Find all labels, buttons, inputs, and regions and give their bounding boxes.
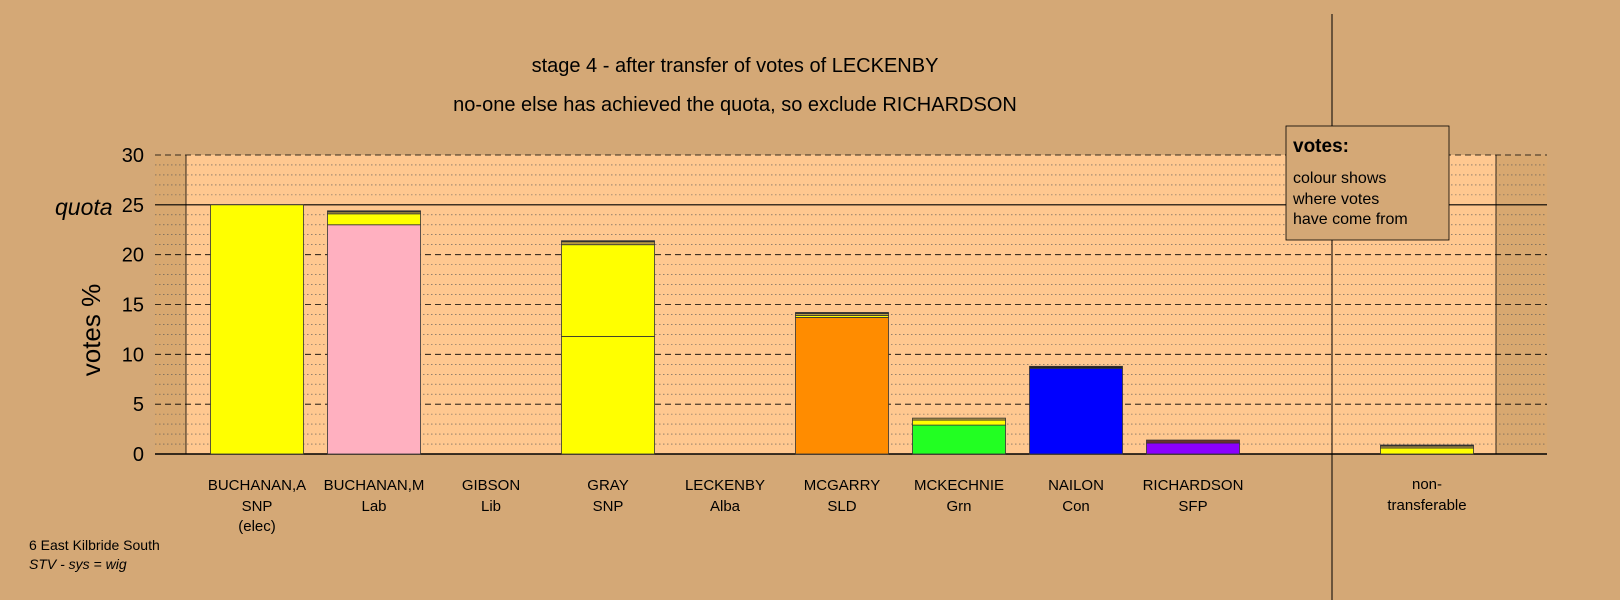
bar-mcgarry bbox=[795, 312, 889, 455]
bars bbox=[210, 204, 1474, 455]
chart-title: stage 4 - after transfer of votes of LEC… bbox=[532, 55, 939, 77]
candidate-name: RICHARDSON bbox=[1143, 477, 1244, 494]
nontransferable-label: non- bbox=[1412, 476, 1442, 493]
candidate-name: MCGARRY bbox=[804, 477, 880, 494]
bar-segment bbox=[561, 240, 655, 243]
y-tick-label: 10 bbox=[122, 344, 144, 366]
bar-gray bbox=[561, 240, 655, 455]
candidate-party: Grn bbox=[946, 498, 971, 515]
candidate-name: NAILON bbox=[1048, 477, 1104, 494]
candidate-name: MCKECHNIE bbox=[914, 477, 1004, 494]
legend-line: have come from bbox=[1293, 211, 1408, 228]
y-tick-label: 5 bbox=[133, 394, 144, 416]
quota-label: quota bbox=[55, 194, 113, 220]
bar-mckechnie bbox=[912, 417, 1006, 455]
candidate-party: SLD bbox=[827, 498, 856, 515]
y-tick-label: 20 bbox=[122, 245, 144, 267]
legend: votes: colour shows where votes have com… bbox=[1285, 125, 1450, 241]
y-tick-label: 0 bbox=[133, 444, 144, 466]
legend-line: colour shows bbox=[1293, 170, 1386, 187]
x-axis-labels: BUCHANAN,A SNP (elec) BUCHANAN,M Lab GIBSON Li… bbox=[208, 476, 1467, 535]
bar-segment bbox=[795, 312, 889, 314]
candidate-status: (elec) bbox=[238, 518, 276, 535]
candidate-party: Alba bbox=[710, 498, 741, 515]
candidate-name: GIBSON bbox=[462, 477, 520, 494]
bar-buchanan-a bbox=[210, 204, 304, 455]
y-tick-label: 25 bbox=[122, 195, 144, 217]
bar-segment bbox=[1029, 365, 1123, 369]
bar-nontransferable bbox=[1380, 444, 1474, 455]
bar-segment bbox=[912, 424, 1006, 455]
candidate-party: SFP bbox=[1178, 498, 1207, 515]
y-axis-title: votes % bbox=[76, 284, 106, 377]
bar-richardson bbox=[1146, 439, 1240, 455]
candidate-name: LECKENBY bbox=[685, 477, 765, 494]
y-tick-label: 30 bbox=[122, 145, 144, 167]
bar-segment bbox=[1029, 367, 1123, 455]
bar-segment bbox=[795, 317, 889, 455]
candidate-name: BUCHANAN,M bbox=[324, 477, 425, 494]
candidate-party: Con bbox=[1062, 498, 1090, 515]
bar-segment bbox=[561, 244, 655, 337]
bar-segment bbox=[561, 335, 655, 455]
legend-line: where votes bbox=[1292, 191, 1379, 208]
bar-segment bbox=[1146, 442, 1240, 455]
candidate-name: BUCHANAN,A bbox=[208, 477, 306, 494]
candidate-party: SNP bbox=[242, 498, 273, 515]
bar-nailon bbox=[1029, 365, 1123, 455]
chart-subtitle: no-one else has achieved the quota, so e… bbox=[453, 94, 1017, 116]
candidate-party: Lib bbox=[481, 498, 501, 515]
candidate-party: Lab bbox=[361, 498, 386, 515]
bar-buchanan-m bbox=[327, 210, 421, 455]
y-tick-label: 15 bbox=[122, 295, 144, 317]
bar-segment bbox=[210, 204, 304, 455]
bar-segment bbox=[561, 241, 655, 246]
bar-segment bbox=[327, 210, 421, 213]
bar-segment bbox=[1380, 447, 1474, 455]
bar-segment bbox=[1146, 439, 1240, 444]
system-label: STV - sys = wig bbox=[29, 556, 127, 572]
bar-segment bbox=[1380, 444, 1474, 447]
bar-segment bbox=[327, 224, 421, 455]
y-axis: 0 5 10 15 20 25 30 bbox=[122, 145, 144, 466]
constituency-label: 6 East Kilbride South bbox=[29, 537, 160, 553]
bar-segment bbox=[327, 213, 421, 226]
legend-box bbox=[1285, 125, 1450, 241]
bar-segment bbox=[912, 417, 1006, 421]
bar-segment bbox=[912, 419, 1006, 426]
legend-title: votes: bbox=[1293, 136, 1349, 157]
nontransferable-label: transferable bbox=[1387, 497, 1466, 514]
candidate-party: SNP bbox=[593, 498, 624, 515]
candidate-name: GRAY bbox=[587, 477, 628, 494]
